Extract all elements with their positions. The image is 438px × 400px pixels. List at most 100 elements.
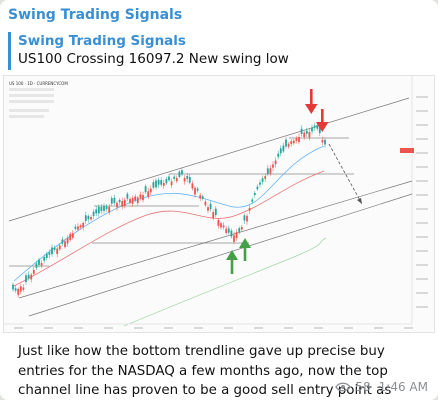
candle-body bbox=[274, 160, 277, 165]
candle-body bbox=[168, 176, 170, 181]
candle-body bbox=[79, 225, 82, 228]
price-tick-label bbox=[416, 292, 428, 294]
candle-body bbox=[243, 215, 246, 221]
candle-body bbox=[149, 188, 152, 193]
candle-body bbox=[191, 183, 194, 189]
candle-body bbox=[45, 253, 48, 259]
candle-body bbox=[144, 186, 147, 193]
candle-body bbox=[251, 199, 254, 202]
candle-body bbox=[212, 212, 215, 219]
candle-body bbox=[142, 195, 144, 201]
buy-arrow-icon bbox=[239, 238, 251, 261]
candle-body bbox=[277, 153, 280, 157]
message-meta: 58 1:46 AM bbox=[335, 380, 428, 394]
candle-body bbox=[240, 227, 243, 230]
price-tick-label bbox=[416, 124, 428, 126]
chart-image[interactable]: US 100 · 1D · CURRENCYCOM bbox=[3, 75, 435, 333]
candle-body bbox=[298, 137, 300, 143]
candle-body bbox=[261, 178, 264, 182]
time-axis-ticks bbox=[14, 327, 413, 329]
candle-body bbox=[61, 239, 64, 244]
candle-body bbox=[308, 131, 311, 138]
candle-body bbox=[290, 141, 293, 144]
candle-body bbox=[157, 179, 160, 185]
candle-body bbox=[181, 170, 183, 175]
candle-body bbox=[108, 206, 111, 213]
time-tick-label bbox=[134, 327, 143, 329]
price-tick-label bbox=[416, 194, 428, 196]
candle-body bbox=[152, 182, 155, 188]
time-tick-label bbox=[344, 327, 353, 329]
time-tick-label bbox=[194, 327, 203, 329]
price-tick-label bbox=[416, 138, 428, 140]
candle-body bbox=[175, 178, 178, 182]
candle-body bbox=[121, 201, 124, 207]
time-tick-label bbox=[374, 327, 383, 329]
candle-body bbox=[48, 252, 51, 255]
candle-body bbox=[209, 203, 212, 210]
candle-body bbox=[27, 274, 30, 279]
candle-body bbox=[233, 235, 235, 242]
candle-body bbox=[292, 140, 295, 144]
candle-body bbox=[178, 171, 181, 177]
candle-body bbox=[118, 199, 121, 203]
price-tick-label bbox=[416, 306, 428, 308]
candle-body bbox=[282, 145, 285, 152]
candle-body bbox=[126, 193, 129, 199]
candle-body bbox=[230, 230, 233, 237]
reply-title: Swing Trading Signals bbox=[18, 33, 186, 49]
candle-body bbox=[162, 183, 165, 186]
candle-body bbox=[113, 197, 116, 204]
eye-icon bbox=[335, 382, 352, 392]
price-tick-label bbox=[416, 96, 428, 98]
candle-body bbox=[116, 202, 118, 208]
time-tick-label bbox=[74, 327, 83, 329]
candle-body bbox=[225, 228, 228, 234]
candlestick-series bbox=[12, 122, 326, 298]
candle-body bbox=[12, 284, 14, 290]
price-tick-label bbox=[416, 110, 428, 112]
chart-indicator-line bbox=[9, 88, 54, 91]
sell-arrow-icon bbox=[316, 109, 329, 132]
candle-body bbox=[53, 247, 56, 250]
candle-body bbox=[82, 222, 85, 228]
ma-red-line bbox=[13, 170, 325, 287]
candle-body bbox=[222, 225, 225, 228]
candle-body bbox=[266, 168, 269, 175]
chart-indicator-line bbox=[9, 94, 54, 97]
candle-body bbox=[259, 182, 261, 185]
candle-body bbox=[194, 187, 196, 195]
price-tick-label bbox=[416, 278, 428, 280]
projection-arrowhead bbox=[357, 198, 362, 204]
candle-body bbox=[227, 228, 230, 233]
price-tick-label bbox=[416, 180, 428, 182]
message-text: Just like how the bottom trendline gave … bbox=[18, 344, 392, 398]
channel-name[interactable]: Swing Trading Signals bbox=[8, 7, 183, 23]
time-tick-label bbox=[104, 327, 113, 329]
reply-quote[interactable]: Swing Trading Signals US100 Crossing 160… bbox=[8, 32, 318, 70]
candle-body bbox=[188, 176, 191, 183]
chart-symbol-header: US 100 · 1D · CURRENCYCOM bbox=[9, 81, 68, 86]
candle-body bbox=[155, 180, 157, 188]
candle-body bbox=[129, 199, 131, 204]
candle-body bbox=[30, 274, 33, 280]
candle-body bbox=[285, 139, 287, 147]
candle-body bbox=[217, 219, 220, 226]
candle-body bbox=[51, 247, 53, 255]
candle-body bbox=[136, 197, 139, 204]
candle-body bbox=[92, 211, 95, 216]
candle-body bbox=[35, 263, 38, 268]
candle-body bbox=[295, 138, 298, 141]
candle-body bbox=[173, 176, 176, 179]
candle-body bbox=[214, 208, 217, 215]
current-price-tag bbox=[400, 148, 414, 153]
price-tick-label bbox=[416, 264, 428, 266]
channel-upper-line bbox=[8, 97, 410, 222]
message-time: 1:46 AM bbox=[378, 380, 428, 394]
price-tick-label bbox=[416, 208, 428, 210]
time-tick-label bbox=[284, 327, 293, 329]
candle-body bbox=[134, 196, 137, 201]
candle-body bbox=[17, 288, 20, 295]
price-tick-label bbox=[416, 236, 428, 238]
